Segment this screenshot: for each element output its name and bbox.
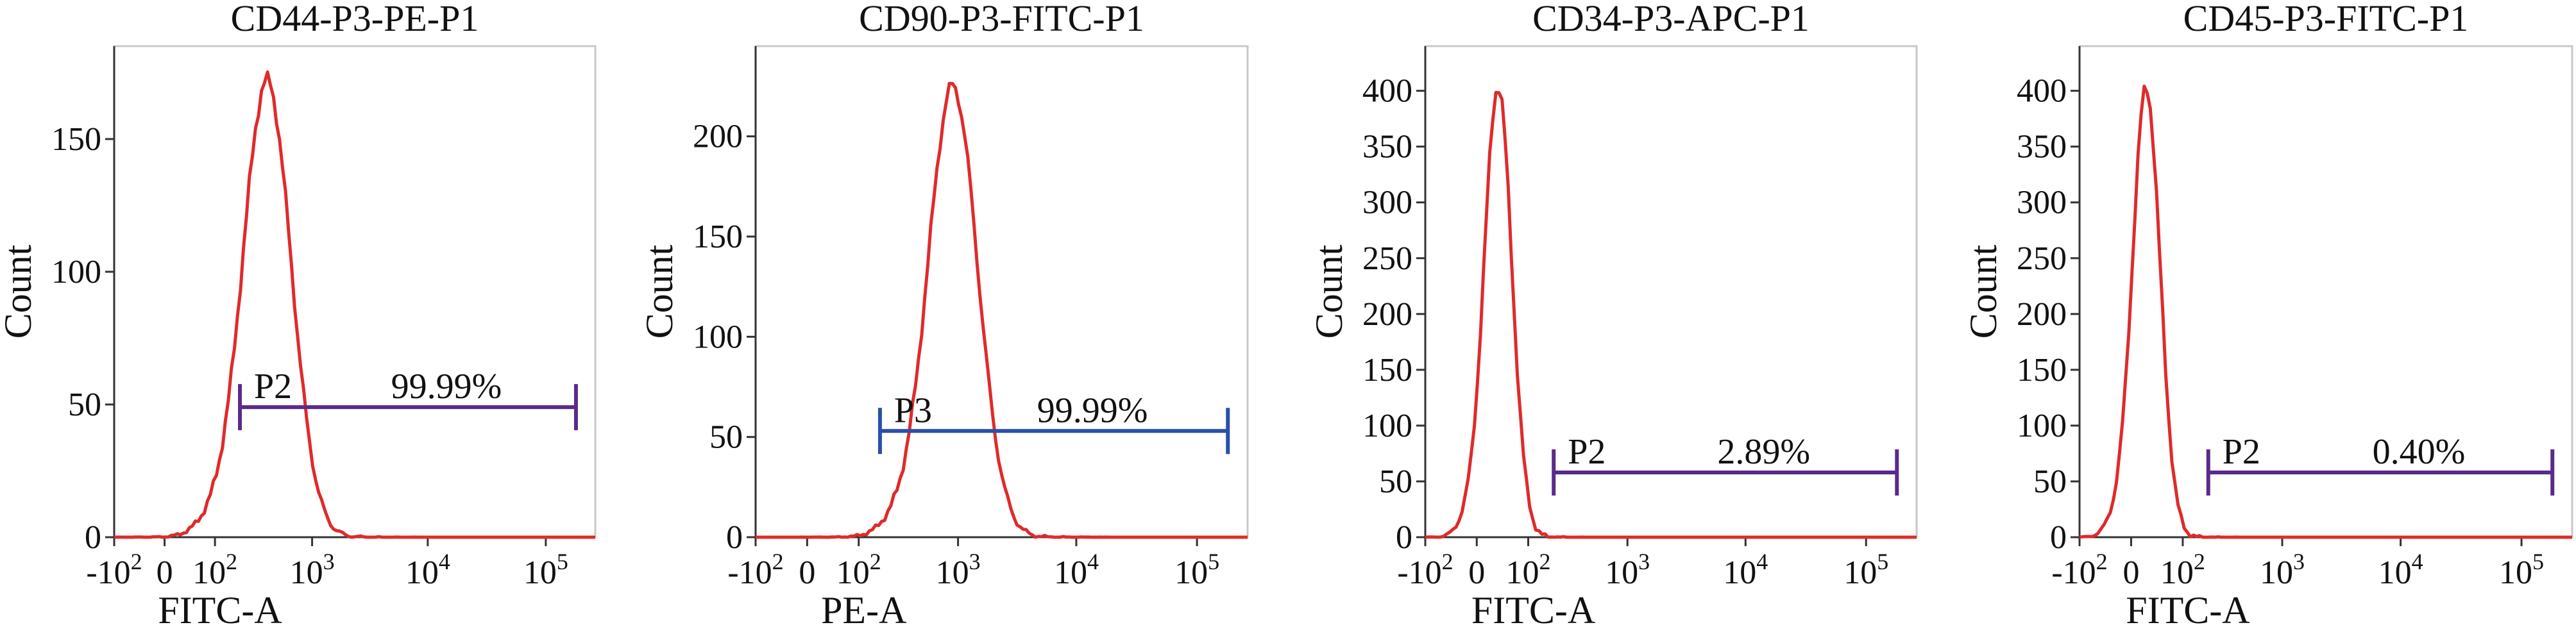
y-tick-label: 150 (51, 121, 101, 158)
y-tick-label: 50 (1379, 463, 1412, 500)
y-tick-label: 200 (1362, 296, 1412, 333)
panel-title: CD45-P3-FITC-P1 (2183, 0, 2469, 39)
x-tick-label: 0 (799, 555, 815, 591)
x-axis-label: FITC-A (158, 589, 282, 631)
x-tick-label: -102 (727, 549, 783, 591)
x-axis-label: PE-A (821, 589, 906, 631)
y-tick-label: 250 (1362, 240, 1412, 277)
x-axis-label: FITC-A (1471, 589, 1595, 631)
panel-title: CD34-P3-APC-P1 (1532, 0, 1809, 39)
histogram-line (756, 81, 1248, 539)
gate-name-label: P2 (2223, 432, 2260, 472)
gate-name-label: P3 (894, 390, 932, 430)
y-tick-label: 150 (693, 219, 743, 255)
y-axis-label: Count (0, 244, 39, 338)
y-axis-label: Count (1962, 244, 2004, 338)
panel-title: CD44-P3-PE-P1 (231, 0, 479, 39)
x-tick-label: 102 (192, 549, 237, 591)
gate-name-label: P2 (254, 367, 292, 406)
x-tick-label: 102 (836, 549, 881, 591)
histogram-line (2079, 85, 2572, 539)
y-tick-label: 300 (2017, 185, 2067, 221)
panel-4: CD45-P3-FITC-P1 0 50 100 150 200 250 300 350 400 C… (1962, 0, 2573, 631)
x-tick-label: 103 (1605, 549, 1650, 591)
y-tick-label: 100 (51, 254, 101, 290)
x-tick-label: 0 (1468, 555, 1485, 591)
x-tick-label: 102 (1505, 549, 1550, 591)
plot-frame (2078, 45, 2573, 538)
histogram-line (114, 70, 595, 539)
panel-3: CD34-P3-APC-P1 0 50 100 150 200 250 300 350 400 Co… (1308, 0, 1918, 631)
y-axis-label: Count (638, 244, 681, 338)
x-tick-label: 0 (157, 555, 173, 591)
x-tick-label: 105 (2499, 549, 2544, 591)
x-tick-label: 103 (2260, 549, 2305, 591)
x-tick-label: 0 (2123, 555, 2139, 591)
x-tick-label: 105 (523, 549, 568, 591)
y-tick-label: 350 (2017, 129, 2067, 165)
y-tick-label: 0 (1396, 519, 1412, 556)
y-tick-label: 250 (2017, 240, 2067, 277)
x-tick-label: -102 (2051, 549, 2107, 591)
plot-frame (113, 45, 597, 538)
y-tick-label: 0 (726, 519, 743, 556)
x-tick-label: 105 (1174, 549, 1219, 591)
histogram-line (1425, 90, 1917, 539)
y-tick-label: 100 (693, 319, 743, 355)
y-tick-label: 300 (1362, 185, 1412, 221)
x-tick-label: -102 (1397, 549, 1453, 591)
plot-frame (1424, 45, 1918, 538)
y-tick-label: 200 (2017, 296, 2067, 333)
x-tick-label: 105 (1843, 549, 1888, 591)
x-tick-label: 103 (936, 549, 981, 591)
y-tick-label: 200 (693, 119, 743, 155)
y-tick-label: 150 (1362, 352, 1412, 388)
y-tick-label: 350 (1362, 129, 1412, 165)
y-tick-label: 0 (2050, 519, 2067, 556)
x-tick-label: 102 (2160, 549, 2205, 591)
gate-percent-label: 99.99% (391, 367, 502, 406)
plot-frame (754, 45, 1249, 538)
y-tick-label: 100 (2017, 408, 2067, 444)
y-tick-label: 50 (709, 419, 743, 456)
y-tick-label: 50 (2033, 463, 2067, 500)
x-axis-label: FITC-A (2126, 589, 2250, 631)
y-tick-label: 50 (68, 387, 101, 423)
y-tick-label: 0 (85, 519, 101, 556)
x-tick-label: 104 (1054, 549, 1099, 591)
gate-percent-label: 2.89% (1717, 432, 1810, 472)
x-tick-label: 104 (2378, 549, 2423, 591)
y-tick-label: 400 (1362, 73, 1412, 110)
y-axis-label: Count (1308, 244, 1350, 338)
y-tick-label: 150 (2017, 352, 2067, 388)
x-tick-label: -102 (86, 549, 142, 591)
x-tick-label: 103 (290, 549, 335, 591)
x-tick-label: 104 (405, 549, 450, 591)
gate-percent-label: 0.40% (2373, 432, 2466, 472)
y-tick-label: 400 (2017, 73, 2067, 110)
panel-title: CD90-P3-FITC-P1 (859, 0, 1144, 39)
x-tick-label: 104 (1723, 549, 1768, 591)
gate-percent-label: 99.99% (1037, 390, 1148, 430)
gate-name-label: P2 (1568, 432, 1606, 472)
y-tick-label: 100 (1362, 408, 1412, 444)
